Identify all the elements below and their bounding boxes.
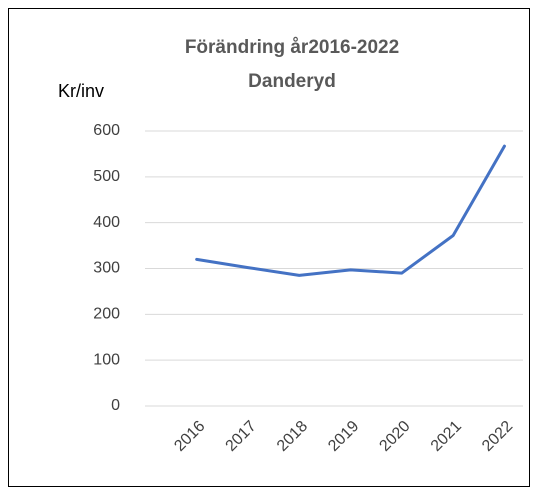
line-series [195,144,506,277]
y-tick-label: 400 [93,214,120,231]
y-axis-label: Kr/inv [58,81,104,101]
chart-subtitle: Danderyd [248,71,336,92]
y-tick-label: 600 [93,122,120,139]
chart-title: Förändring år2016-2022 [185,37,399,58]
y-tick-label: 300 [93,260,120,277]
chart-border [8,8,530,487]
y-tick-label: 0 [111,397,120,414]
y-tick-label: 500 [93,168,120,185]
y-tick-label: 100 [93,351,120,368]
y-tick-label: 200 [93,306,120,323]
